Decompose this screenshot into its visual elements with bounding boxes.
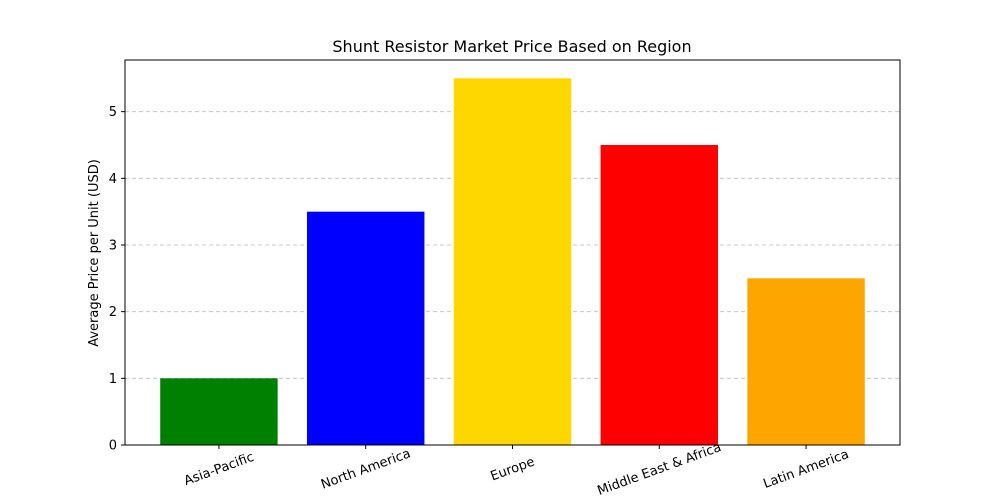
y-tick-label: 2 <box>109 305 117 320</box>
plot-frame <box>124 59 901 446</box>
y-axis-label: Average Price per Unit (USD) <box>87 159 102 347</box>
y-tick-label: 1 <box>109 372 117 387</box>
y-tick-label: 5 <box>109 105 117 120</box>
y-tick-label: 3 <box>109 239 117 254</box>
bar <box>747 278 865 445</box>
bar <box>307 211 425 445</box>
y-tick-label: 4 <box>109 172 117 187</box>
bar <box>453 78 572 445</box>
bar <box>160 378 278 445</box>
y-tick-label: 0 <box>109 439 117 454</box>
chart-title: Shunt Resistor Market Price Based on Reg… <box>332 37 691 56</box>
bar <box>600 145 718 445</box>
